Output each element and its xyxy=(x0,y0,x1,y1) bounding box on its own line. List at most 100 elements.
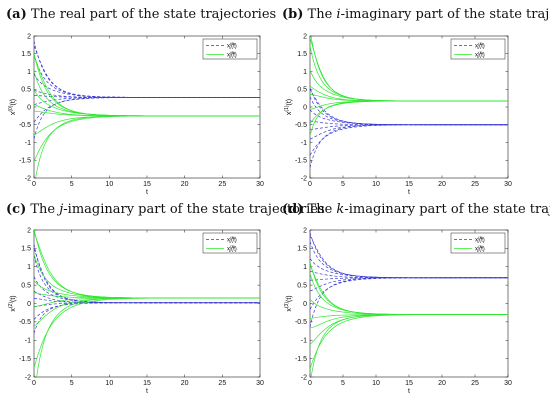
series-line-1 xyxy=(310,277,508,328)
y-axis-label: x(1)(t) xyxy=(284,99,293,115)
panel-caption: (b) The i-imaginary part of the state tr… xyxy=(282,7,550,22)
legend-label: x(0) 1(t) xyxy=(227,41,237,50)
caption-emphasis: j xyxy=(56,202,63,217)
legend: x(2) 1(t)x(2) 2(t) xyxy=(202,232,258,254)
panel-3: (c) The j-imaginary part of the state tr… xyxy=(6,202,325,395)
panel-4: (d) The k-imaginary part of the state tr… xyxy=(282,202,550,395)
x-tick-label: 0 xyxy=(308,181,312,188)
series-line-1 xyxy=(310,258,508,279)
y-tick-label: 0.5 xyxy=(21,282,31,289)
x-tick-label: 0 xyxy=(32,380,36,387)
y-tick-label: 1.5 xyxy=(21,246,31,253)
x-tick-label: 25 xyxy=(218,181,226,188)
legend-label: x(0) 2(t) xyxy=(227,50,237,59)
y-tick-label: -0.5 xyxy=(295,122,307,129)
caption-text: The xyxy=(303,202,336,217)
y-tick-label: 0 xyxy=(27,104,31,111)
y-tick-label: 0.5 xyxy=(21,87,31,94)
series-line-2 xyxy=(36,297,260,377)
x-axis-label: t xyxy=(146,388,148,395)
y-tick-label: -1.5 xyxy=(295,158,307,165)
y-axis-label: x(2)(t) xyxy=(8,295,17,311)
caption-emphasis: i xyxy=(336,7,340,22)
panel-caption: (a) The real part of the state trajector… xyxy=(6,7,276,22)
series-lines xyxy=(34,40,260,178)
y-tick-label: -1.5 xyxy=(19,356,31,363)
y-tick-label: 1 xyxy=(27,264,31,271)
x-tick-label: 10 xyxy=(372,181,380,188)
panel-caption: (d) The k-imaginary part of the state tr… xyxy=(282,202,550,217)
series-line-2 xyxy=(310,100,508,136)
x-tick-label: 25 xyxy=(471,380,479,387)
x-tick-label: 20 xyxy=(438,181,446,188)
caption-text-end: -imaginary part of the state trajectorie… xyxy=(63,202,324,217)
x-axis-label: t xyxy=(408,189,410,196)
y-tick-label: 2 xyxy=(27,227,31,234)
y-tick-label: -1.5 xyxy=(19,158,31,165)
x-tick-label: 15 xyxy=(405,380,413,387)
x-tick-label: 5 xyxy=(70,181,74,188)
x-tick-label: 25 xyxy=(218,380,226,387)
y-tick-label: -1 xyxy=(301,338,307,345)
series-lines xyxy=(310,36,508,168)
series-lines xyxy=(34,230,260,377)
y-tick-label: 0.5 xyxy=(297,282,307,289)
x-axis-label: t xyxy=(146,189,148,196)
caption-text: The xyxy=(26,202,59,217)
y-tick-label: 1 xyxy=(303,264,307,271)
x-axis-label: t xyxy=(408,388,410,395)
x-tick-label: 10 xyxy=(105,181,113,188)
series-line-1 xyxy=(34,302,260,308)
x-tick-label: 20 xyxy=(181,380,189,387)
x-tick-label: 5 xyxy=(70,380,74,387)
series-line-2 xyxy=(310,314,508,377)
x-tick-label: 5 xyxy=(341,181,345,188)
x-tick-label: 30 xyxy=(256,380,264,387)
y-tick-label: 1.5 xyxy=(297,246,307,253)
x-tick-label: 30 xyxy=(504,181,512,188)
legend-box xyxy=(450,232,506,254)
caption-text-end: -imaginary part of the state trajectorie… xyxy=(341,7,550,22)
legend-label: x(3) 2(t) xyxy=(475,244,485,253)
y-tick-label: -1 xyxy=(301,140,307,147)
y-tick-label: -1 xyxy=(25,338,31,345)
legend-label: x(2) 1(t) xyxy=(227,235,237,244)
legend-box xyxy=(202,38,258,60)
y-tick-label: -0.5 xyxy=(19,319,31,326)
plot-area xyxy=(33,35,261,179)
caption-text: The xyxy=(303,7,336,22)
legend: x(3) 1(t)x(3) 2(t) xyxy=(450,232,506,254)
caption-text-end: -imaginary part of the state trajectorie… xyxy=(344,202,550,217)
plot-area xyxy=(309,35,509,179)
y-tick-label: 0 xyxy=(303,104,307,111)
x-tick-label: 15 xyxy=(143,380,151,387)
x-tick-label: 15 xyxy=(405,181,413,188)
legend-label: x(3) 1(t) xyxy=(475,235,485,244)
y-tick-label: 0 xyxy=(27,301,31,308)
legend-label: x(1) 2(t) xyxy=(475,50,485,59)
caption-tag: (d) xyxy=(282,202,303,217)
y-tick-label: -2 xyxy=(301,374,307,381)
panel-2: (b) The i-imaginary part of the state tr… xyxy=(282,7,550,196)
y-tick-label: -1.5 xyxy=(295,356,307,363)
series-line-1 xyxy=(34,95,260,98)
series-line-1 xyxy=(34,302,260,334)
y-tick-label: -2 xyxy=(25,175,31,182)
caption-text: The real part of the state trajectories xyxy=(27,7,276,22)
series-line-2 xyxy=(35,115,260,178)
x-tick-label: 15 xyxy=(143,181,151,188)
x-tick-label: 20 xyxy=(181,181,189,188)
y-tick-label: -2 xyxy=(25,374,31,381)
caption-emphasis: k xyxy=(336,202,344,217)
y-tick-label: -0.5 xyxy=(19,122,31,129)
legend-box xyxy=(202,232,258,254)
series-line-1 xyxy=(34,97,260,140)
y-tick-label: 1 xyxy=(27,69,31,76)
legend: x(1) 1(t)x(1) 2(t) xyxy=(450,38,506,60)
y-tick-label: 2 xyxy=(303,227,307,234)
y-tick-label: -0.5 xyxy=(295,319,307,326)
series-line-1 xyxy=(310,89,508,126)
panel-caption: (c) The j-imaginary part of the state tr… xyxy=(6,202,325,217)
series-line-1 xyxy=(310,124,508,168)
legend-label: x(2) 2(t) xyxy=(227,244,237,253)
